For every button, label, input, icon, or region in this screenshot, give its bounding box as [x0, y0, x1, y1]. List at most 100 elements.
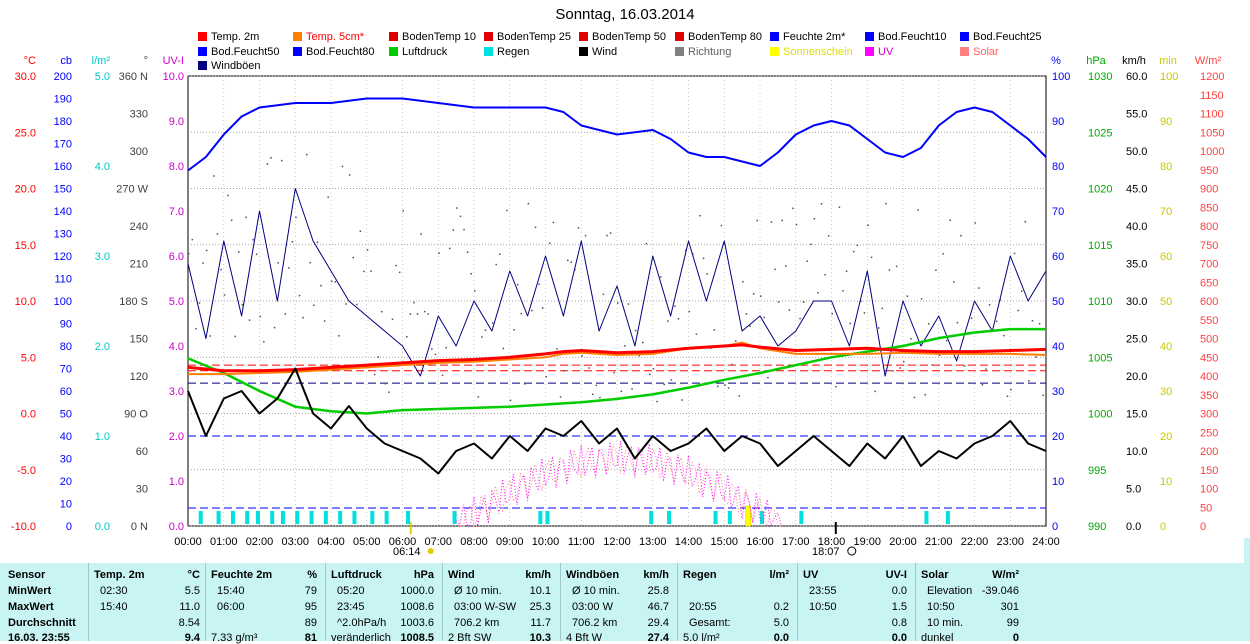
legend-label: Bod.Feucht25	[973, 31, 1042, 43]
direction-dot	[456, 207, 458, 209]
direction-dot	[509, 399, 512, 402]
direction-dot	[288, 267, 290, 269]
legend-swatch	[770, 32, 779, 41]
axis-tick-label: 5.0	[21, 352, 36, 364]
x-tick-label: 21:00	[925, 536, 953, 548]
direction-dot	[720, 224, 723, 227]
column-header: Feuchte 2m	[211, 569, 273, 581]
direction-dot	[1038, 322, 1041, 325]
direction-dot	[960, 234, 962, 237]
series-line-feuchte-2m	[187, 97, 1047, 172]
axis-tick-label: 950	[1200, 165, 1218, 177]
axis-tick-label: 160	[54, 161, 72, 173]
rain-bar	[713, 511, 718, 524]
legend-swatch	[198, 61, 207, 70]
direction-dot	[974, 222, 976, 224]
axis-tick-label: 200	[1200, 446, 1218, 458]
rain-bar	[338, 511, 343, 524]
stat-value: 25.3	[529, 601, 551, 613]
legend-swatch	[484, 32, 493, 41]
rain-bar	[667, 511, 672, 524]
direction-dot	[706, 273, 708, 275]
stat-value: 10.1	[529, 585, 551, 597]
axis-tick-label: 150	[54, 184, 72, 196]
direction-dot	[731, 363, 733, 366]
direction-dot	[860, 300, 862, 303]
axis-tick-label: 35.0	[1126, 259, 1147, 271]
stat-label: 02:30	[100, 585, 128, 597]
axis-unit-label: km/h	[1122, 55, 1146, 67]
direction-dot	[888, 269, 891, 271]
axis-tick-label: 1005	[1088, 352, 1112, 364]
column-unit: km/h	[525, 569, 551, 581]
panel-divider	[797, 563, 798, 641]
direction-dot	[563, 370, 565, 372]
direction-dot	[534, 226, 537, 229]
direction-dot	[259, 315, 261, 318]
stat-value: 5.0	[773, 617, 789, 629]
stat-value: 5.5	[184, 585, 200, 597]
direction-dot	[817, 291, 819, 294]
axis-tick-label: 30	[60, 454, 72, 466]
axis-tick-label: 50	[60, 409, 72, 421]
direction-dot	[398, 271, 401, 274]
direction-dot	[659, 276, 662, 278]
direction-dot	[481, 336, 483, 338]
stat-label: 706.2 km	[454, 617, 500, 629]
stat-value: 95	[304, 601, 317, 613]
direction-dot	[885, 202, 887, 205]
legend-item: Regen	[484, 46, 529, 58]
x-tick-label: 14:00	[675, 536, 703, 548]
row-label: Sensor	[8, 569, 46, 581]
x-tick-label: 07:00	[424, 536, 452, 548]
axis-tick-label: 10	[1052, 476, 1064, 488]
rain-bar	[452, 511, 457, 524]
direction-dot	[881, 307, 884, 310]
column-header: Temp. 2m	[94, 569, 145, 581]
direction-dot	[978, 287, 980, 289]
direction-dot	[1035, 356, 1037, 358]
rain-bar	[727, 511, 732, 524]
legend-item: BodenTemp 80	[675, 31, 762, 43]
x-tick-label: 00:00	[174, 536, 202, 548]
legend-item: BodenTemp 10	[389, 31, 476, 43]
direction-dot	[238, 251, 240, 253]
direction-dot	[1013, 252, 1016, 255]
direction-dot	[466, 251, 469, 254]
stat-label: 03:00 W	[572, 601, 613, 613]
axis-tick-label: 20	[60, 476, 72, 488]
legend-swatch	[675, 46, 684, 56]
column-unit: l/m²	[769, 569, 789, 581]
direction-dot	[852, 250, 855, 253]
column-unit: hPa	[413, 569, 434, 581]
direction-dot	[835, 385, 837, 388]
direction-dot	[1010, 388, 1012, 391]
direction-dot	[524, 383, 526, 385]
direction-dot	[245, 216, 247, 219]
chart-title: Sonntag, 16.03.2014	[555, 6, 695, 23]
axis-tick-label: 110	[54, 274, 72, 286]
direction-dot	[366, 249, 369, 251]
sunrise-icon	[427, 548, 434, 554]
stat-label: 10:50	[809, 601, 837, 613]
direction-dot	[1024, 220, 1027, 223]
stat-value: 1003.6	[400, 617, 434, 629]
direction-dot	[338, 335, 340, 337]
legend-label: Windböen	[211, 60, 261, 72]
stat-value: 11.7	[530, 617, 551, 629]
x-tick-label: 16:00	[746, 536, 774, 548]
axis-tick-label: 120	[130, 371, 148, 383]
row-label: MinWert	[8, 585, 52, 597]
direction-dot	[842, 290, 844, 292]
sunset-icon	[847, 546, 857, 556]
row-label: Durchschnitt	[8, 617, 76, 629]
direction-dot	[234, 335, 236, 338]
legend-item: Windböen	[198, 60, 261, 72]
direction-dot	[906, 295, 909, 297]
direction-dot	[1031, 320, 1034, 322]
direction-dot	[209, 335, 211, 337]
axis-tick-label: 4.0	[95, 161, 110, 173]
axis-tick-label: 90	[60, 319, 72, 331]
legend-label: Richtung	[688, 45, 732, 58]
direction-dot	[273, 326, 276, 329]
